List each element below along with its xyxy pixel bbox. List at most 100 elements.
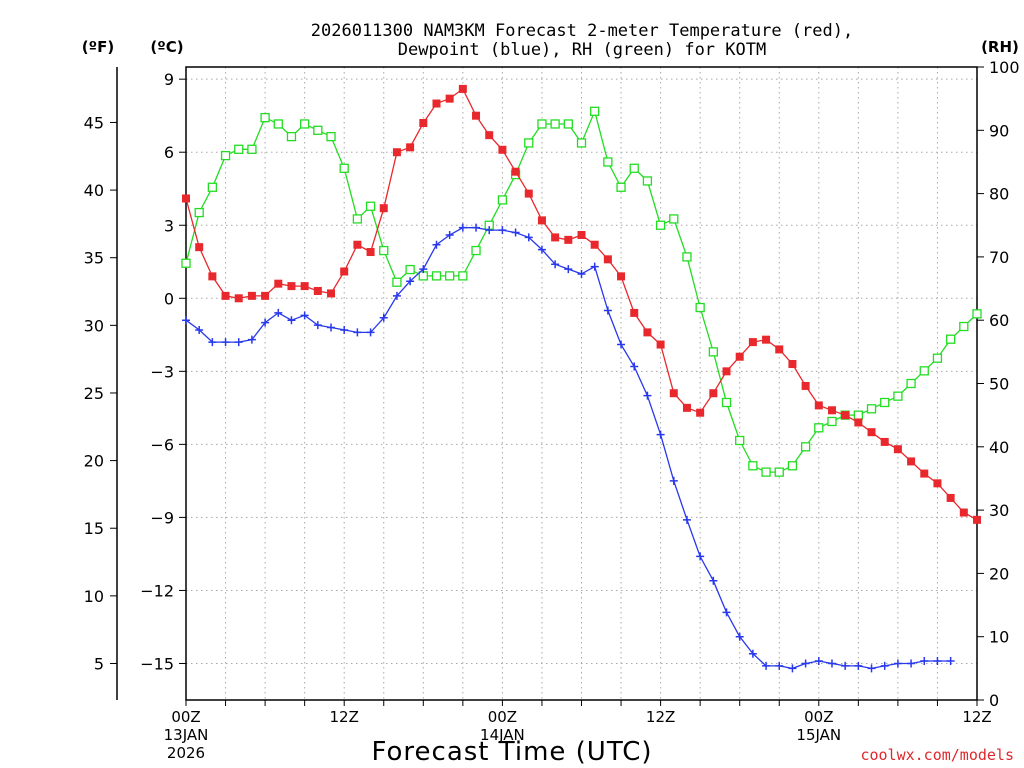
temperature-point xyxy=(485,131,494,140)
chart-title-line2: Dewpoint (blue), RH (green) for KOTM xyxy=(398,40,766,60)
celsius-tick-label: 9 xyxy=(164,70,174,89)
rh-point xyxy=(247,144,257,154)
rh-tick-label: 20 xyxy=(989,564,1009,583)
dewpoint-point xyxy=(379,313,388,322)
temperature-point xyxy=(854,418,863,427)
temperature-point xyxy=(379,204,388,213)
rh-point xyxy=(537,119,547,129)
temperature-point xyxy=(920,469,929,478)
temperature-point xyxy=(406,143,415,152)
dewpoint-point xyxy=(327,323,336,332)
dewpoint-point xyxy=(577,269,586,278)
dewpoint-point xyxy=(432,240,441,249)
temperature-point xyxy=(827,406,836,415)
rh-point xyxy=(326,131,336,142)
dewpoint-point xyxy=(946,657,955,666)
rh-tick-label: 80 xyxy=(989,185,1009,204)
temperature-point xyxy=(221,291,230,300)
rh-tick-label: 60 xyxy=(989,311,1009,330)
temperature-point xyxy=(300,282,309,291)
dewpoint-point xyxy=(656,430,665,439)
temperature-point xyxy=(814,401,823,410)
rh-point xyxy=(524,138,534,148)
dewpoint-point xyxy=(801,659,810,668)
rh-tick-label: 10 xyxy=(989,628,1009,647)
fahrenheit-tick-label: 5 xyxy=(94,654,104,673)
temperature-point xyxy=(182,194,190,203)
site-credit: coolwx.com/models xyxy=(860,746,1014,764)
rh-point xyxy=(880,397,890,408)
rh-point xyxy=(471,245,481,256)
rh-point xyxy=(207,182,218,192)
temperature-point xyxy=(603,255,612,264)
celsius-axis-unit: (ºC) xyxy=(150,38,183,56)
dewpoint-point xyxy=(564,265,573,274)
temperature-point xyxy=(419,118,428,127)
celsius-tick-label: 0 xyxy=(164,289,174,308)
dewpoint-point xyxy=(617,340,626,349)
rh-point xyxy=(629,163,639,173)
dewpoint-point xyxy=(195,325,204,334)
dewpoint-point xyxy=(472,223,481,232)
temperature-point xyxy=(577,230,586,239)
x-tick-label: 00Z xyxy=(488,708,517,726)
x-tick-label: 14JAN xyxy=(480,726,525,744)
temperature-point xyxy=(498,145,507,154)
rh-point xyxy=(642,176,653,186)
dewpoint-point xyxy=(696,552,705,561)
dewpoint-point xyxy=(366,328,375,337)
dewpoint-point xyxy=(893,659,902,668)
dewpoint-point xyxy=(392,291,401,300)
rh-point xyxy=(299,119,310,129)
rh-tick-label: 70 xyxy=(989,248,1009,267)
dewpoint-point xyxy=(498,226,507,235)
rh-point xyxy=(616,182,626,192)
series-line xyxy=(185,227,951,670)
rh-point xyxy=(761,467,771,477)
temperature-point xyxy=(564,235,573,244)
rh-point xyxy=(392,277,402,287)
dewpoint-point xyxy=(880,661,889,670)
x-tick-label: 12Z xyxy=(646,708,675,726)
dewpoint-point xyxy=(234,338,243,347)
temperature-point xyxy=(722,367,731,376)
dewpoint-point xyxy=(458,223,467,232)
rh-tick-label: 40 xyxy=(989,438,1009,457)
temperature-point xyxy=(472,111,481,120)
dewpoint-point xyxy=(287,316,296,325)
rh-point xyxy=(458,271,468,281)
temperature-point xyxy=(366,248,375,257)
temperature-point xyxy=(867,428,876,437)
dewpoint-point xyxy=(313,321,322,330)
temperature-point xyxy=(432,99,441,108)
temperature-point xyxy=(946,493,955,502)
dewpoint-point xyxy=(274,308,283,317)
fahrenheit-tick-label: 30 xyxy=(84,316,104,335)
tick-labels: 9630−3−6−9−12−15454035302520151051009080… xyxy=(84,58,1020,762)
rh-point xyxy=(853,410,863,420)
celsius-tick-label: −6 xyxy=(150,435,174,454)
temperature-point xyxy=(801,381,810,390)
rh-point xyxy=(708,347,718,357)
fahrenheit-tick-label: 35 xyxy=(84,249,104,268)
rh-point xyxy=(774,467,784,477)
dewpoint-point xyxy=(775,661,784,670)
rh-point xyxy=(497,195,508,205)
temperature-point xyxy=(458,84,467,93)
rh-point xyxy=(866,404,877,414)
rh-point xyxy=(919,366,929,376)
rh-point xyxy=(932,353,943,363)
temperature-point xyxy=(445,94,454,103)
rh-tick-label: 30 xyxy=(989,501,1009,520)
celsius-tick-label: −9 xyxy=(150,508,174,527)
dewpoint-point xyxy=(788,664,797,673)
x-tick-label: 15JAN xyxy=(796,726,841,744)
rh-point xyxy=(748,461,758,471)
temperature-point xyxy=(735,352,744,361)
fahrenheit-tick-label: 15 xyxy=(84,519,104,538)
dewpoint-point xyxy=(485,226,494,235)
dewpoint-point xyxy=(208,338,217,347)
temperature-point xyxy=(643,328,652,337)
dewpoint-point xyxy=(748,649,757,658)
